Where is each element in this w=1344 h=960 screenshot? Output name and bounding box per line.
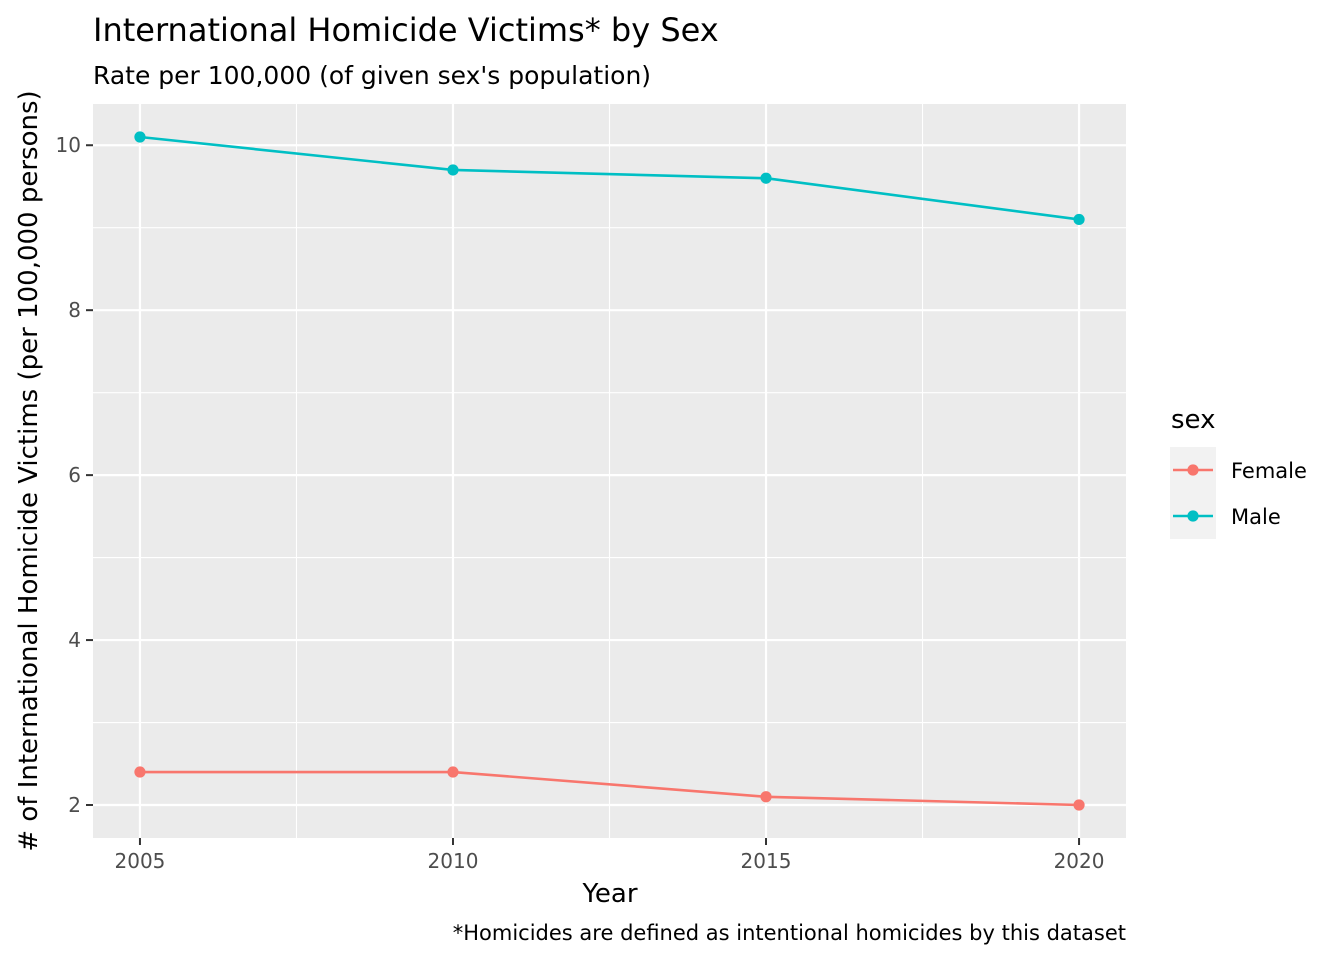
x-tick-label: 2005	[115, 849, 166, 873]
legend-key-point	[1187, 510, 1199, 522]
minor-gridlines	[93, 104, 1126, 838]
legend: sex Female Male	[1170, 405, 1307, 539]
male-point	[134, 131, 146, 143]
legend-items: Female Male	[1170, 447, 1307, 539]
y-tick-label: 4	[68, 628, 81, 652]
series-female	[134, 766, 1085, 811]
chart-subtitle: Rate per 100,000 (of given sex's populat…	[93, 61, 651, 90]
y-axis: 2 4 6 8 10	[56, 133, 93, 817]
x-tick-label: 2020	[1054, 849, 1105, 873]
legend-label: Male	[1231, 505, 1281, 529]
legend-item-female: Female	[1173, 459, 1307, 483]
legend-key-point	[1187, 464, 1199, 476]
major-gridlines	[93, 104, 1126, 838]
female-point	[447, 766, 459, 778]
male-point	[760, 172, 772, 184]
female-point	[760, 791, 772, 803]
male-point	[447, 164, 459, 176]
female-point	[134, 766, 146, 778]
series-male	[134, 131, 1085, 226]
male-line	[139, 135, 1080, 221]
y-tick-label: 10	[56, 133, 81, 157]
x-tick-label: 2015	[741, 849, 792, 873]
legend-label: Female	[1231, 459, 1307, 483]
chart-caption: *Homicides are defined as intentional ho…	[453, 921, 1126, 945]
legend-key-background	[1170, 447, 1216, 539]
chart-title: International Homicide Victims* by Sex	[93, 11, 719, 49]
x-axis-title: Year	[581, 879, 637, 909]
y-tick-label: 8	[68, 298, 81, 322]
female-line	[139, 770, 1080, 807]
male-point	[1073, 213, 1085, 226]
x-axis: 2005 2010 2015 2020	[115, 838, 1105, 873]
series-layer	[134, 131, 1085, 811]
y-tick-label: 6	[68, 463, 81, 487]
x-tick-label: 2010	[428, 849, 479, 873]
female-point	[1073, 799, 1085, 811]
y-axis-title: # of International Homicide Victims (per…	[14, 90, 44, 851]
y-tick-label: 2	[68, 793, 81, 817]
legend-title: sex	[1171, 405, 1215, 435]
legend-item-male: Male	[1173, 505, 1281, 529]
